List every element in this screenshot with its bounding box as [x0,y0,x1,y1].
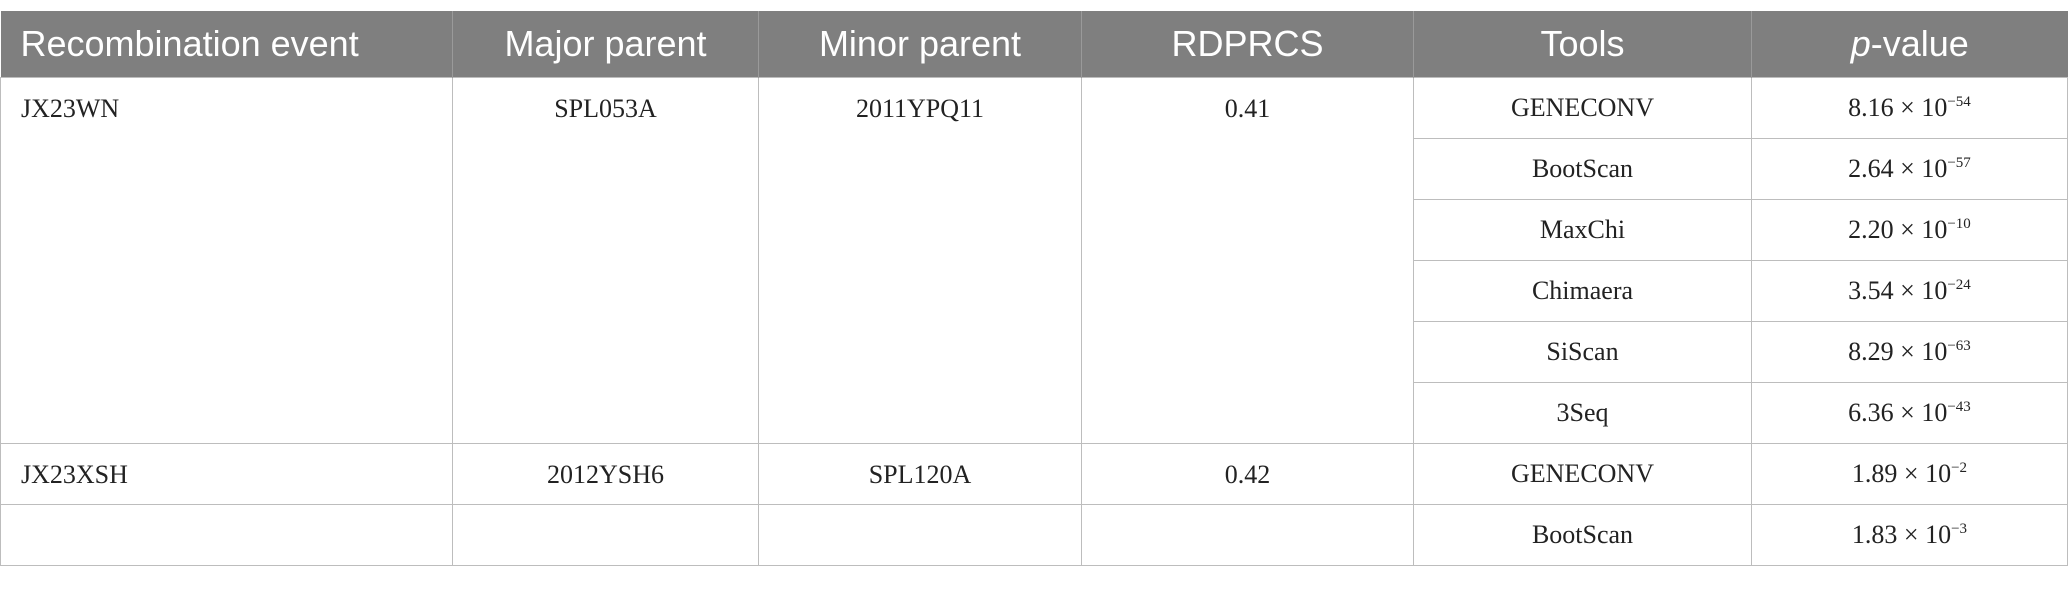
header-cell: Minor parent [758,11,1082,78]
header-cell: p-value [1751,11,2068,78]
cell-p-value: 2.20 × 10−10 [1751,199,2068,261]
p-exponent: −54 [1947,94,1971,110]
table-row: BootScan 2.64 × 10−57 [1,138,2068,200]
empty-cell [1081,504,1414,566]
p-exponent: −10 [1947,216,1971,232]
table-row: JX23XSH 2012YSH6 SPL120A 0.42 GENECONV 1.89 ×… [0,443,2068,505]
p-exponent: −24 [1947,277,1971,293]
p-base: 1.83 × 10 [1851,520,1952,549]
cell-minor: SPL120A [758,443,1082,505]
cell-tool: 3Seq [1413,382,1752,444]
cell-p-value: 3.54 × 10−24 [1751,260,2068,322]
p-exponent: −57 [1947,155,1971,171]
cell-minor: 2011YPQ11 [758,77,1082,444]
empty-cell [0,504,453,566]
p-exponent: −3 [1951,521,1968,537]
cell-tool: GENECONV [1413,77,1752,139]
p-exponent: −2 [1951,460,1968,476]
header-row: Recombination event Major parent Minor par… [0,11,2068,78]
header-cell: Tools [1413,11,1752,78]
p-exponent: −43 [1947,399,1971,415]
header-cell: Recombination event [0,11,453,78]
header-cell: Major parent [452,11,759,78]
table-row: BootScan 1.83 × 10−3 [0,504,2068,566]
cell-event: JX23WN [0,77,453,444]
cell-p-value: 1.83 × 10−3 [1751,504,2068,566]
p-base: 2.64 × 10 [1848,154,1948,183]
table-row: SiScan 8.29 × 10−63 [1,321,2068,383]
cell-tool: BootScan [1413,504,1752,566]
header-text: -value [1870,23,1969,64]
p-base: 2.20 × 10 [1848,215,1948,244]
cell-tool: Chimaera [1413,260,1752,322]
cell-p-value: 8.29 × 10−63 [1751,321,2068,383]
p-base: 6.36 × 10 [1848,398,1948,427]
table-row: 3Seq 6.36 × 10−43 [1,382,2068,444]
cell-event: JX23XSH [0,443,453,505]
cell-p-value: 6.36 × 10−43 [1751,382,2068,444]
cell-major: SPL053A [452,77,759,444]
p-base: 8.16 × 10 [1848,93,1948,122]
header-cell: RDPRCS [1081,11,1414,78]
cell-major: 2012YSH6 [452,443,759,505]
p-exponent: −63 [1947,338,1971,354]
p-base: 3.54 × 10 [1848,276,1948,305]
empty-cell [758,504,1082,566]
cell-rdprcs: 0.42 [1081,443,1414,505]
cell-rdprcs: 0.41 [1081,77,1414,444]
cell-tool: SiScan [1413,321,1752,383]
cell-p-value: 2.64 × 10−57 [1751,138,2068,200]
cell-tool: MaxChi [1413,199,1752,261]
empty-cell [452,504,759,566]
cell-p-value: 8.16 × 10−54 [1751,77,2068,139]
p-base: 8.29 × 10 [1848,337,1948,366]
table-body: JX23WN SPL053A 2011YPQ11 0.41 GENECONV 8.16 ×… [0,77,2068,566]
p-base: 1.89 × 10 [1851,459,1952,488]
cell-tool: BootScan [1413,138,1752,200]
table-row: JX23WN SPL053A 2011YPQ11 0.41 GENECONV 8.16 ×… [0,77,2068,444]
header-italic: p [1850,23,1871,64]
cell-p-value: 1.89 × 10−2 [1751,443,2068,505]
recombination-table: Recombination event Major parent Minor par… [0,11,2068,566]
cell-tool: GENECONV [1413,443,1752,505]
